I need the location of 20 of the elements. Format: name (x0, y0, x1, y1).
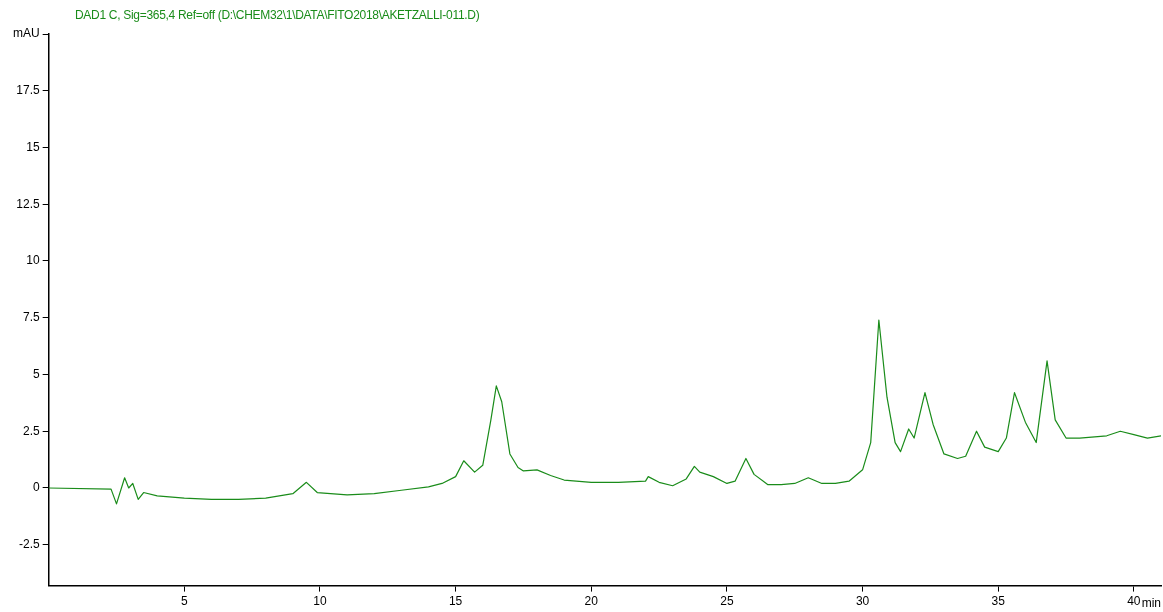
x-axis-title: min (1141, 595, 1161, 610)
y-tick-label: -2.5 (18, 537, 40, 552)
x-tick-label: 5 (180, 594, 188, 609)
chart-title: DAD1 C, Sig=365,4 Ref=off (D:\CHEM32\1\DATA\FITO2018\AKETZALLI-011.D) (75, 8, 480, 22)
x-tick-label: 25 (720, 594, 734, 609)
y-tick-label: 10 (26, 253, 40, 268)
x-tick-label: 35 (991, 594, 1006, 609)
y-tick-label: 5 (32, 366, 40, 381)
y-tick-label: 12.5 (16, 196, 40, 211)
y-tick-label: 2.5 (22, 423, 40, 438)
y-tick-label: 0 (32, 480, 40, 495)
y-tick-label: 7.5 (22, 310, 40, 325)
y-tick-label: 15 (26, 139, 40, 154)
x-tick-label: 20 (584, 594, 599, 609)
x-tick-label: 15 (448, 594, 463, 609)
x-tick-label: 10 (313, 594, 327, 609)
x-tick-label: 30 (855, 594, 870, 609)
y-tick-label: 17.5 (16, 83, 40, 98)
x-tick-label: 40 (1127, 594, 1141, 609)
y-tick-label: mAU (12, 26, 40, 41)
